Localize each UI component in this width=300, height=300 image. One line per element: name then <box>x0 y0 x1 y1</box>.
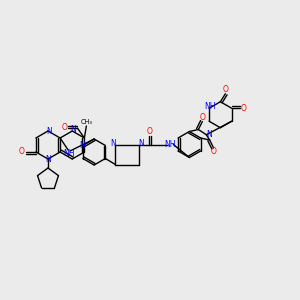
Text: O: O <box>241 104 247 113</box>
Text: O: O <box>61 124 67 133</box>
Text: N: N <box>70 125 76 134</box>
Text: O: O <box>146 127 152 136</box>
Text: N: N <box>110 139 116 148</box>
Text: O: O <box>19 148 25 157</box>
Text: NH: NH <box>63 148 75 158</box>
Text: N: N <box>45 155 51 164</box>
Text: N: N <box>79 141 85 150</box>
Text: CH₃: CH₃ <box>80 119 92 125</box>
Text: O: O <box>200 113 205 122</box>
Text: NH: NH <box>204 102 216 111</box>
Text: O: O <box>222 85 228 94</box>
Text: O: O <box>211 148 217 157</box>
Text: N: N <box>206 130 212 139</box>
Text: N: N <box>139 139 144 148</box>
Text: N: N <box>46 127 52 136</box>
Text: NH: NH <box>165 140 176 149</box>
